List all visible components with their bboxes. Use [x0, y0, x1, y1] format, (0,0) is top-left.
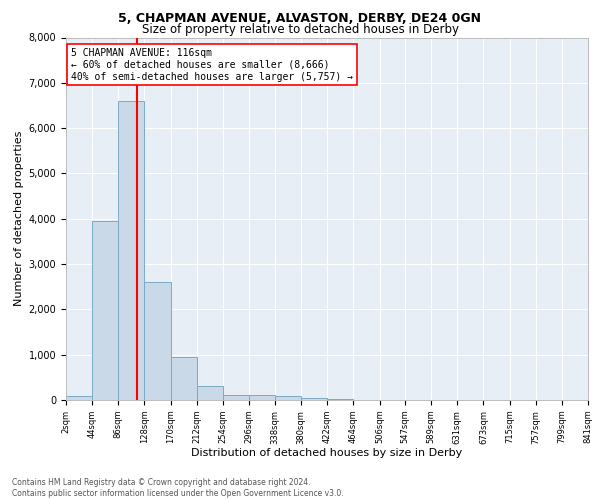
Bar — [66, 396, 92, 400]
Bar — [118, 101, 145, 400]
Text: 5, CHAPMAN AVENUE, ALVASTON, DERBY, DE24 0GN: 5, CHAPMAN AVENUE, ALVASTON, DERBY, DE24… — [119, 12, 482, 26]
Y-axis label: Number of detached properties: Number of detached properties — [14, 131, 25, 306]
Bar — [223, 394, 249, 400]
Bar — [145, 282, 170, 400]
Bar — [92, 221, 118, 400]
Bar — [170, 357, 197, 400]
Text: 5 CHAPMAN AVENUE: 116sqm
← 60% of detached houses are smaller (8,666)
40% of sem: 5 CHAPMAN AVENUE: 116sqm ← 60% of detach… — [71, 48, 353, 82]
Text: Size of property relative to detached houses in Derby: Size of property relative to detached ho… — [142, 22, 458, 36]
Bar — [275, 396, 301, 400]
Bar — [249, 396, 275, 400]
Bar — [328, 399, 353, 400]
Bar — [197, 386, 223, 400]
Bar — [301, 398, 328, 400]
Text: Contains HM Land Registry data © Crown copyright and database right 2024.
Contai: Contains HM Land Registry data © Crown c… — [12, 478, 344, 498]
X-axis label: Distribution of detached houses by size in Derby: Distribution of detached houses by size … — [191, 448, 463, 458]
